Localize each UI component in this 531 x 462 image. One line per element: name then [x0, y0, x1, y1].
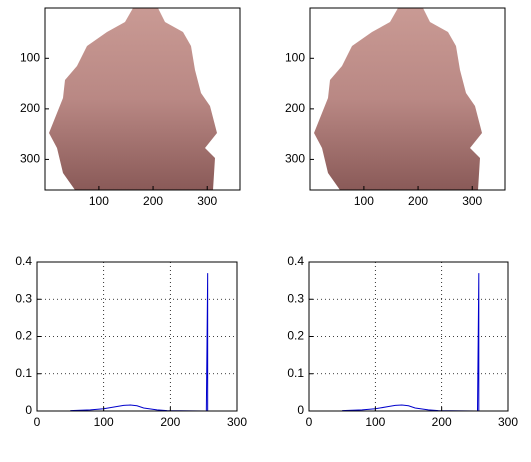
x-tick-label: 200 [160, 415, 180, 429]
y-tick-label: 300 [20, 152, 40, 166]
y-tick-label: 200 [20, 101, 40, 115]
y-tick-label: 0.3 [287, 291, 304, 305]
y-tick-label: 0.4 [287, 254, 304, 268]
x-tick-label: 200 [143, 194, 163, 208]
y-tick-label: 0.1 [15, 366, 32, 380]
x-tick-label: 200 [432, 415, 452, 429]
axes: 100 200 300 100 200 300 [285, 7, 506, 208]
axes-box [309, 7, 506, 191]
axes-box [44, 7, 241, 191]
y-tick-label: 0.2 [15, 329, 32, 343]
histogram-line [342, 273, 480, 412]
histogram-line [70, 273, 209, 412]
x-tick-label: 300 [227, 415, 247, 429]
y-tick-label: 0 [25, 403, 32, 417]
y-tick-label: 0.2 [287, 329, 304, 343]
photo-subject [314, 8, 482, 190]
y-tick-label: 0 [297, 403, 304, 417]
axes: 0 100 200 300 0 0.1 0.2 0.3 0.4 [15, 254, 247, 429]
y-tick-label: 100 [285, 50, 305, 64]
x-tick-label: 300 [462, 194, 482, 208]
y-tick-label: 200 [285, 101, 305, 115]
y-tick-label: 0.3 [15, 291, 32, 305]
axes: 0 100 200 300 0 0.1 0.2 0.3 0.4 [287, 254, 518, 429]
x-tick-label: 300 [498, 415, 518, 429]
x-tick-label: 0 [306, 415, 313, 429]
x-tick-label: 100 [354, 194, 374, 208]
x-tick-label: 200 [408, 194, 428, 208]
y-tick-label: 300 [285, 152, 305, 166]
x-tick-label: 100 [89, 194, 109, 208]
y-tick-label: 0.4 [15, 254, 32, 268]
axes: 100 200 300 100 200 300 [20, 7, 241, 208]
x-tick-label: 100 [94, 415, 114, 429]
y-tick-label: 100 [20, 50, 40, 64]
y-tick-label: 0.1 [287, 366, 304, 380]
photo-subject [49, 8, 217, 190]
x-tick-label: 100 [365, 415, 385, 429]
x-tick-label: 0 [34, 415, 41, 429]
x-tick-label: 300 [197, 194, 217, 208]
